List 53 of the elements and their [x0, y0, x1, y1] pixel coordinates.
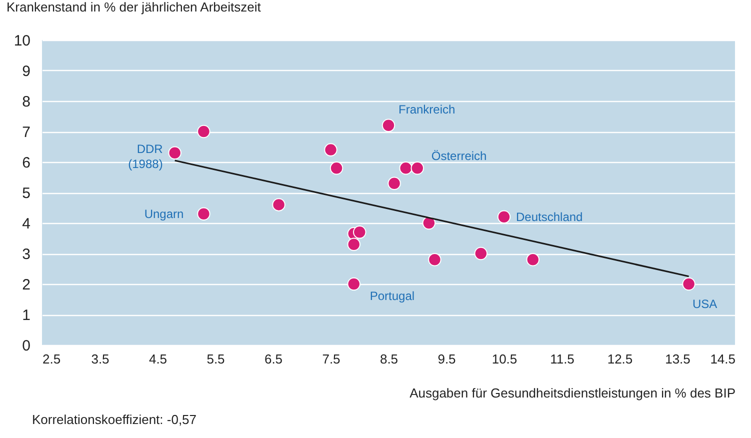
point	[272, 198, 286, 212]
point	[428, 252, 442, 266]
y-tick-label: 6	[22, 154, 30, 172]
y-tick-label: 4	[22, 216, 30, 232]
y-tick-label: 9	[22, 63, 30, 80]
y-axis-title: Krankenstand in % der jährlichen Arbeitszeit	[6, 0, 262, 14]
y-tick-label: 2	[22, 276, 30, 294]
x-tick-label: 4.5	[148, 352, 168, 366]
point	[347, 277, 360, 291]
point	[682, 277, 696, 291]
y-tick-label: 0	[22, 338, 30, 354]
point	[526, 252, 540, 266]
annotation: Portugal	[370, 289, 415, 303]
annotation: Ungarn	[144, 206, 184, 221]
point	[353, 226, 366, 239]
y-tick-label: 1	[22, 307, 30, 324]
y-tick-label: 8	[22, 94, 30, 110]
point	[497, 210, 511, 224]
x-tick-label: 10.5	[492, 352, 518, 366]
point	[197, 207, 210, 220]
x-tick-label: 14.5	[710, 352, 736, 366]
x-tick-label: 12.5	[607, 352, 633, 366]
x-tick-label: 8.5	[380, 352, 398, 366]
point	[324, 143, 338, 156]
point	[168, 146, 182, 160]
point	[347, 238, 360, 251]
x-tick-label: 7.5	[322, 352, 340, 366]
point	[382, 118, 396, 132]
x-tick-label: 3.5	[91, 352, 110, 366]
annotation: USA	[692, 297, 718, 311]
point	[410, 161, 424, 175]
point	[197, 124, 210, 138]
annotation: Österreich	[431, 149, 487, 164]
point	[474, 246, 488, 260]
x-tick-label: 6.5	[264, 352, 283, 366]
text: Korrelationskoeffizient: -0,57	[32, 412, 197, 427]
annotation: Deutschland	[516, 210, 583, 224]
annotation: Frankreich	[398, 102, 456, 116]
y-tick-label: 10	[14, 32, 30, 50]
point	[330, 161, 344, 175]
x-axis-title: Ausgaben für Gesundheitsdienstleistungen in % des BIP	[410, 386, 736, 400]
y-tick-label: 5	[22, 185, 30, 202]
x-tick-label: 9.5	[438, 352, 456, 366]
x-tick-label: 5.5	[206, 352, 225, 366]
point	[422, 216, 436, 230]
point	[399, 161, 412, 175]
y-tick-label: 3	[22, 246, 30, 263]
annotation: DDR (1988)	[128, 142, 164, 171]
x-tick-label: 13.5	[665, 352, 690, 366]
x-tick-label: 11.5	[550, 352, 574, 366]
x-tick-label: 2.5	[42, 352, 61, 366]
y-tick-label: 7	[22, 124, 30, 141]
point	[388, 176, 401, 190]
